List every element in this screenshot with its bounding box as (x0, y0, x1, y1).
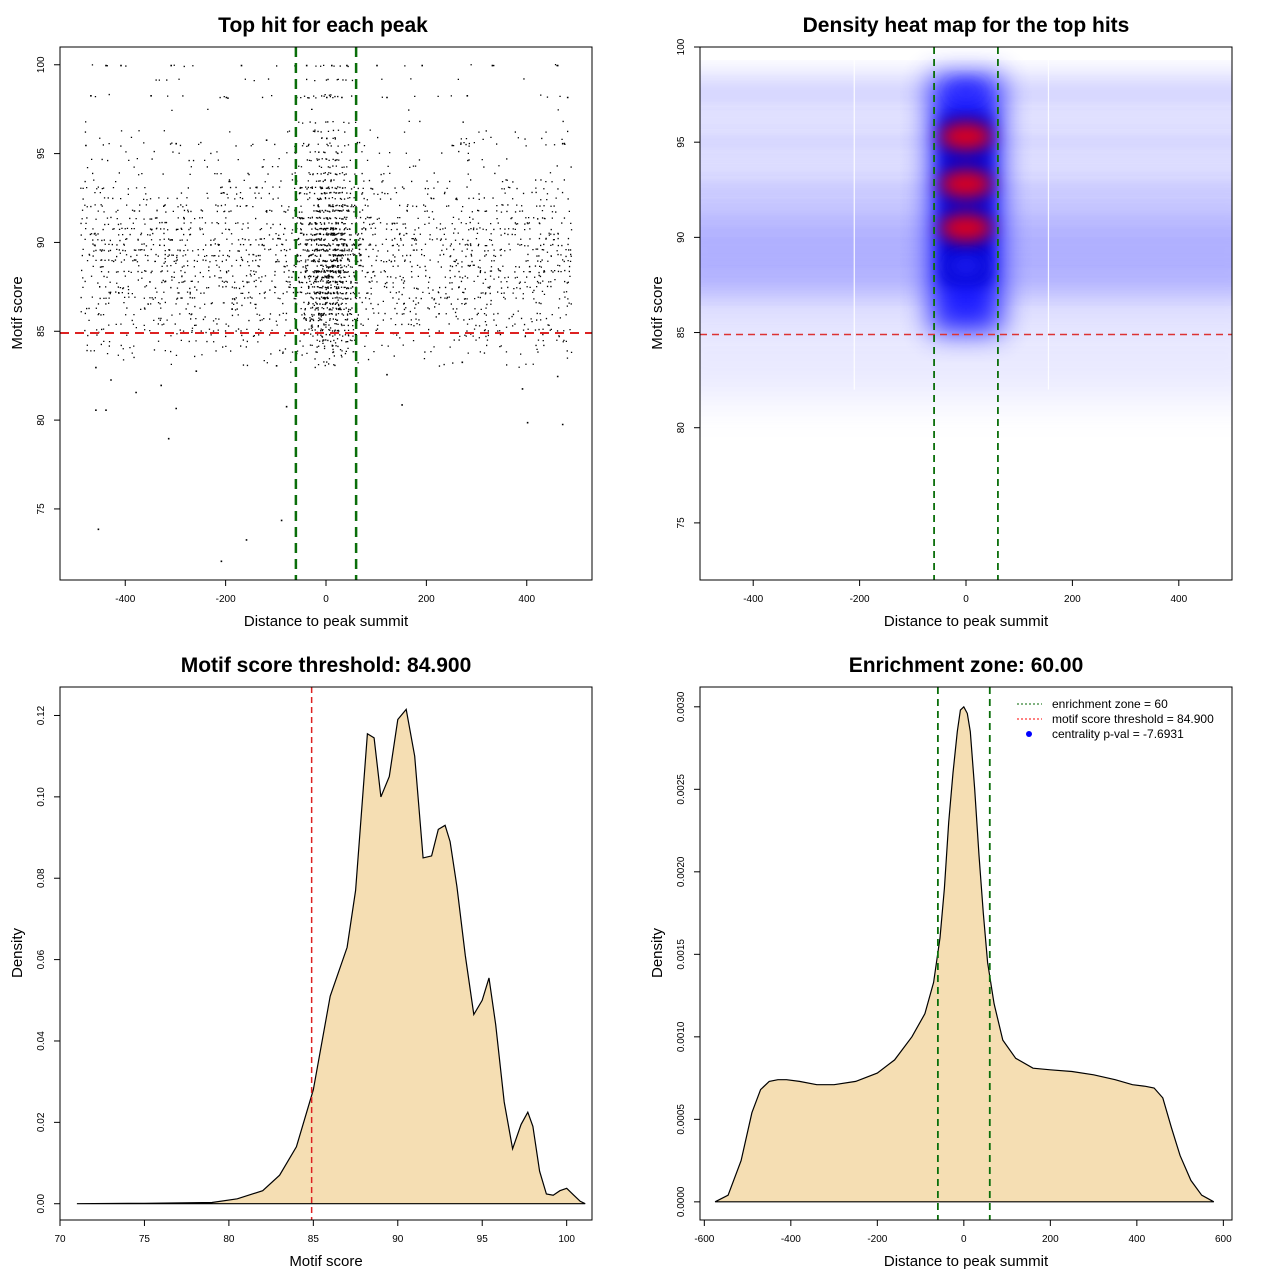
panel-density-heatmap: -400 -200 0 200 400 75 80 85 90 95 100 Density he… (649, 14, 1233, 630)
x-tick-label: 100 (558, 1234, 575, 1245)
density-area (76, 708, 586, 1205)
y-tick-label: 0.0005 (676, 1104, 687, 1135)
y-tick-label: 85 (676, 327, 687, 339)
plot-frame (59, 686, 593, 1221)
x-axis: -400 -200 0 200 400 (115, 580, 536, 605)
y-axis-label: Density (9, 927, 26, 978)
density-hotspot (948, 255, 984, 276)
y-tick-label: 0.10 (36, 787, 47, 807)
y-tick-label: 0.0025 (676, 774, 687, 805)
y-tick-label: 0.0000 (676, 1186, 687, 1217)
x-tick-label: 85 (308, 1234, 320, 1245)
panel-distance-density: -600 -400 -200 0 200 400 600 0.0000 0.0005 0.001… (649, 654, 1233, 1270)
x-tick-label: 75 (139, 1234, 151, 1245)
y-axis-label: Motif score (649, 276, 666, 349)
x-tick-label: 200 (1064, 594, 1081, 605)
y-tick-label: 95 (676, 136, 687, 148)
x-tick-label: 0 (963, 594, 969, 605)
x-tick-label: -200 (867, 1234, 887, 1245)
chart-title: Density heat map for the top hits (803, 14, 1130, 37)
legend: enrichment zone = 60 motif score thresho… (1017, 697, 1214, 741)
y-tick-label: 0.0010 (676, 1021, 687, 1052)
x-tick-label: -400 (781, 1234, 801, 1245)
y-tick-label: 0.00 (36, 1194, 47, 1214)
y-tick-label: 0.0020 (676, 856, 687, 887)
x-tick-label: 0 (961, 1234, 967, 1245)
legend-label-score-threshold: motif score threshold = 84.900 (1052, 712, 1214, 726)
chart-title: Motif score threshold: 84.900 (181, 654, 472, 677)
chart-title: Top hit for each peak (218, 14, 428, 37)
density-hotspot (940, 170, 992, 199)
legend-label-enrichment-zone: enrichment zone = 60 (1052, 697, 1168, 711)
x-tick-label: 90 (392, 1234, 404, 1245)
legend-label-centrality: centrality p-val = -7.6931 (1052, 727, 1184, 741)
x-axis-label: Distance to peak summit (244, 613, 409, 630)
scatter-points (80, 64, 573, 563)
x-tick-label: 400 (518, 594, 535, 605)
y-tick-label: 0.12 (36, 705, 47, 725)
y-tick-label: 100 (676, 38, 687, 55)
x-tick-label: 80 (223, 1234, 235, 1245)
plot-frame (59, 46, 593, 581)
x-tick-label: -400 (115, 594, 135, 605)
y-tick-label: 80 (676, 422, 687, 434)
y-tick-label: 80 (36, 414, 47, 426)
x-tick-label: 400 (1129, 1234, 1146, 1245)
x-tick-label: 70 (54, 1234, 66, 1245)
x-axis: 70 75 80 85 90 95 100 (54, 1220, 575, 1245)
y-axis-label: Motif score (9, 276, 26, 349)
x-tick-label: -200 (216, 594, 236, 605)
y-tick-label: 90 (676, 231, 687, 243)
x-axis-label: Motif score (289, 1253, 362, 1270)
plot-frame (699, 686, 1233, 1221)
density-hotspot (940, 122, 992, 151)
y-tick-label: 0.08 (36, 868, 47, 888)
scatter-point-cloud (80, 64, 573, 563)
x-tick-label: 400 (1170, 594, 1187, 605)
y-axis: 0.0000 0.0005 0.0010 0.0015 0.0020 0.0025 0.00… (676, 691, 700, 1217)
y-axis: 75 80 85 90 95 100 (676, 38, 700, 528)
y-tick-label: 0.0030 (676, 691, 687, 722)
panel-motif-score-density: 70 75 80 85 90 95 100 0.00 0.02 0.04 0.06 0.08 0.10… (9, 654, 593, 1270)
chart-title: Enrichment zone: 60.00 (849, 654, 1084, 677)
y-tick-label: 85 (36, 325, 47, 337)
x-axis: -600 -400 -200 0 200 400 600 (694, 1220, 1232, 1245)
density-area (714, 705, 1215, 1203)
density-hotspot (940, 213, 992, 242)
y-axis: 0.00 0.02 0.04 0.06 0.08 0.10 0.12 (36, 705, 60, 1213)
x-tick-label: -200 (850, 594, 870, 605)
panel-top-hit-scatter: -400 -200 0 200 400 75 80 85 90 95 100 Top hit fo… (9, 14, 593, 630)
x-tick-label: 600 (1215, 1234, 1232, 1245)
heatmap-density (700, 56, 1232, 400)
density-hotspot (948, 80, 984, 101)
x-tick-label: 0 (323, 594, 329, 605)
x-axis-label: Distance to peak summit (884, 613, 1049, 630)
y-tick-label: 75 (676, 517, 687, 529)
legend-swatch-centrality (1026, 731, 1032, 737)
y-tick-label: 75 (36, 503, 47, 515)
y-tick-label: 90 (36, 236, 47, 248)
y-tick-label: 100 (36, 56, 47, 73)
y-axis: 75 80 85 90 95 100 (36, 56, 60, 515)
x-tick-label: 200 (1042, 1234, 1059, 1245)
y-tick-label: 0.02 (36, 1112, 47, 1132)
y-tick-label: 0.04 (36, 1031, 47, 1051)
x-tick-label: 95 (477, 1234, 489, 1245)
x-tick-label: -400 (743, 594, 763, 605)
x-tick-label: -600 (694, 1234, 714, 1245)
x-axis-label: Distance to peak summit (884, 1253, 1049, 1270)
x-tick-label: 200 (418, 594, 435, 605)
x-axis: -400 -200 0 200 400 (743, 580, 1188, 605)
y-tick-label: 95 (36, 148, 47, 160)
y-tick-label: 0.0015 (676, 939, 687, 970)
y-tick-label: 0.06 (36, 949, 47, 969)
y-axis-label: Density (649, 927, 666, 978)
